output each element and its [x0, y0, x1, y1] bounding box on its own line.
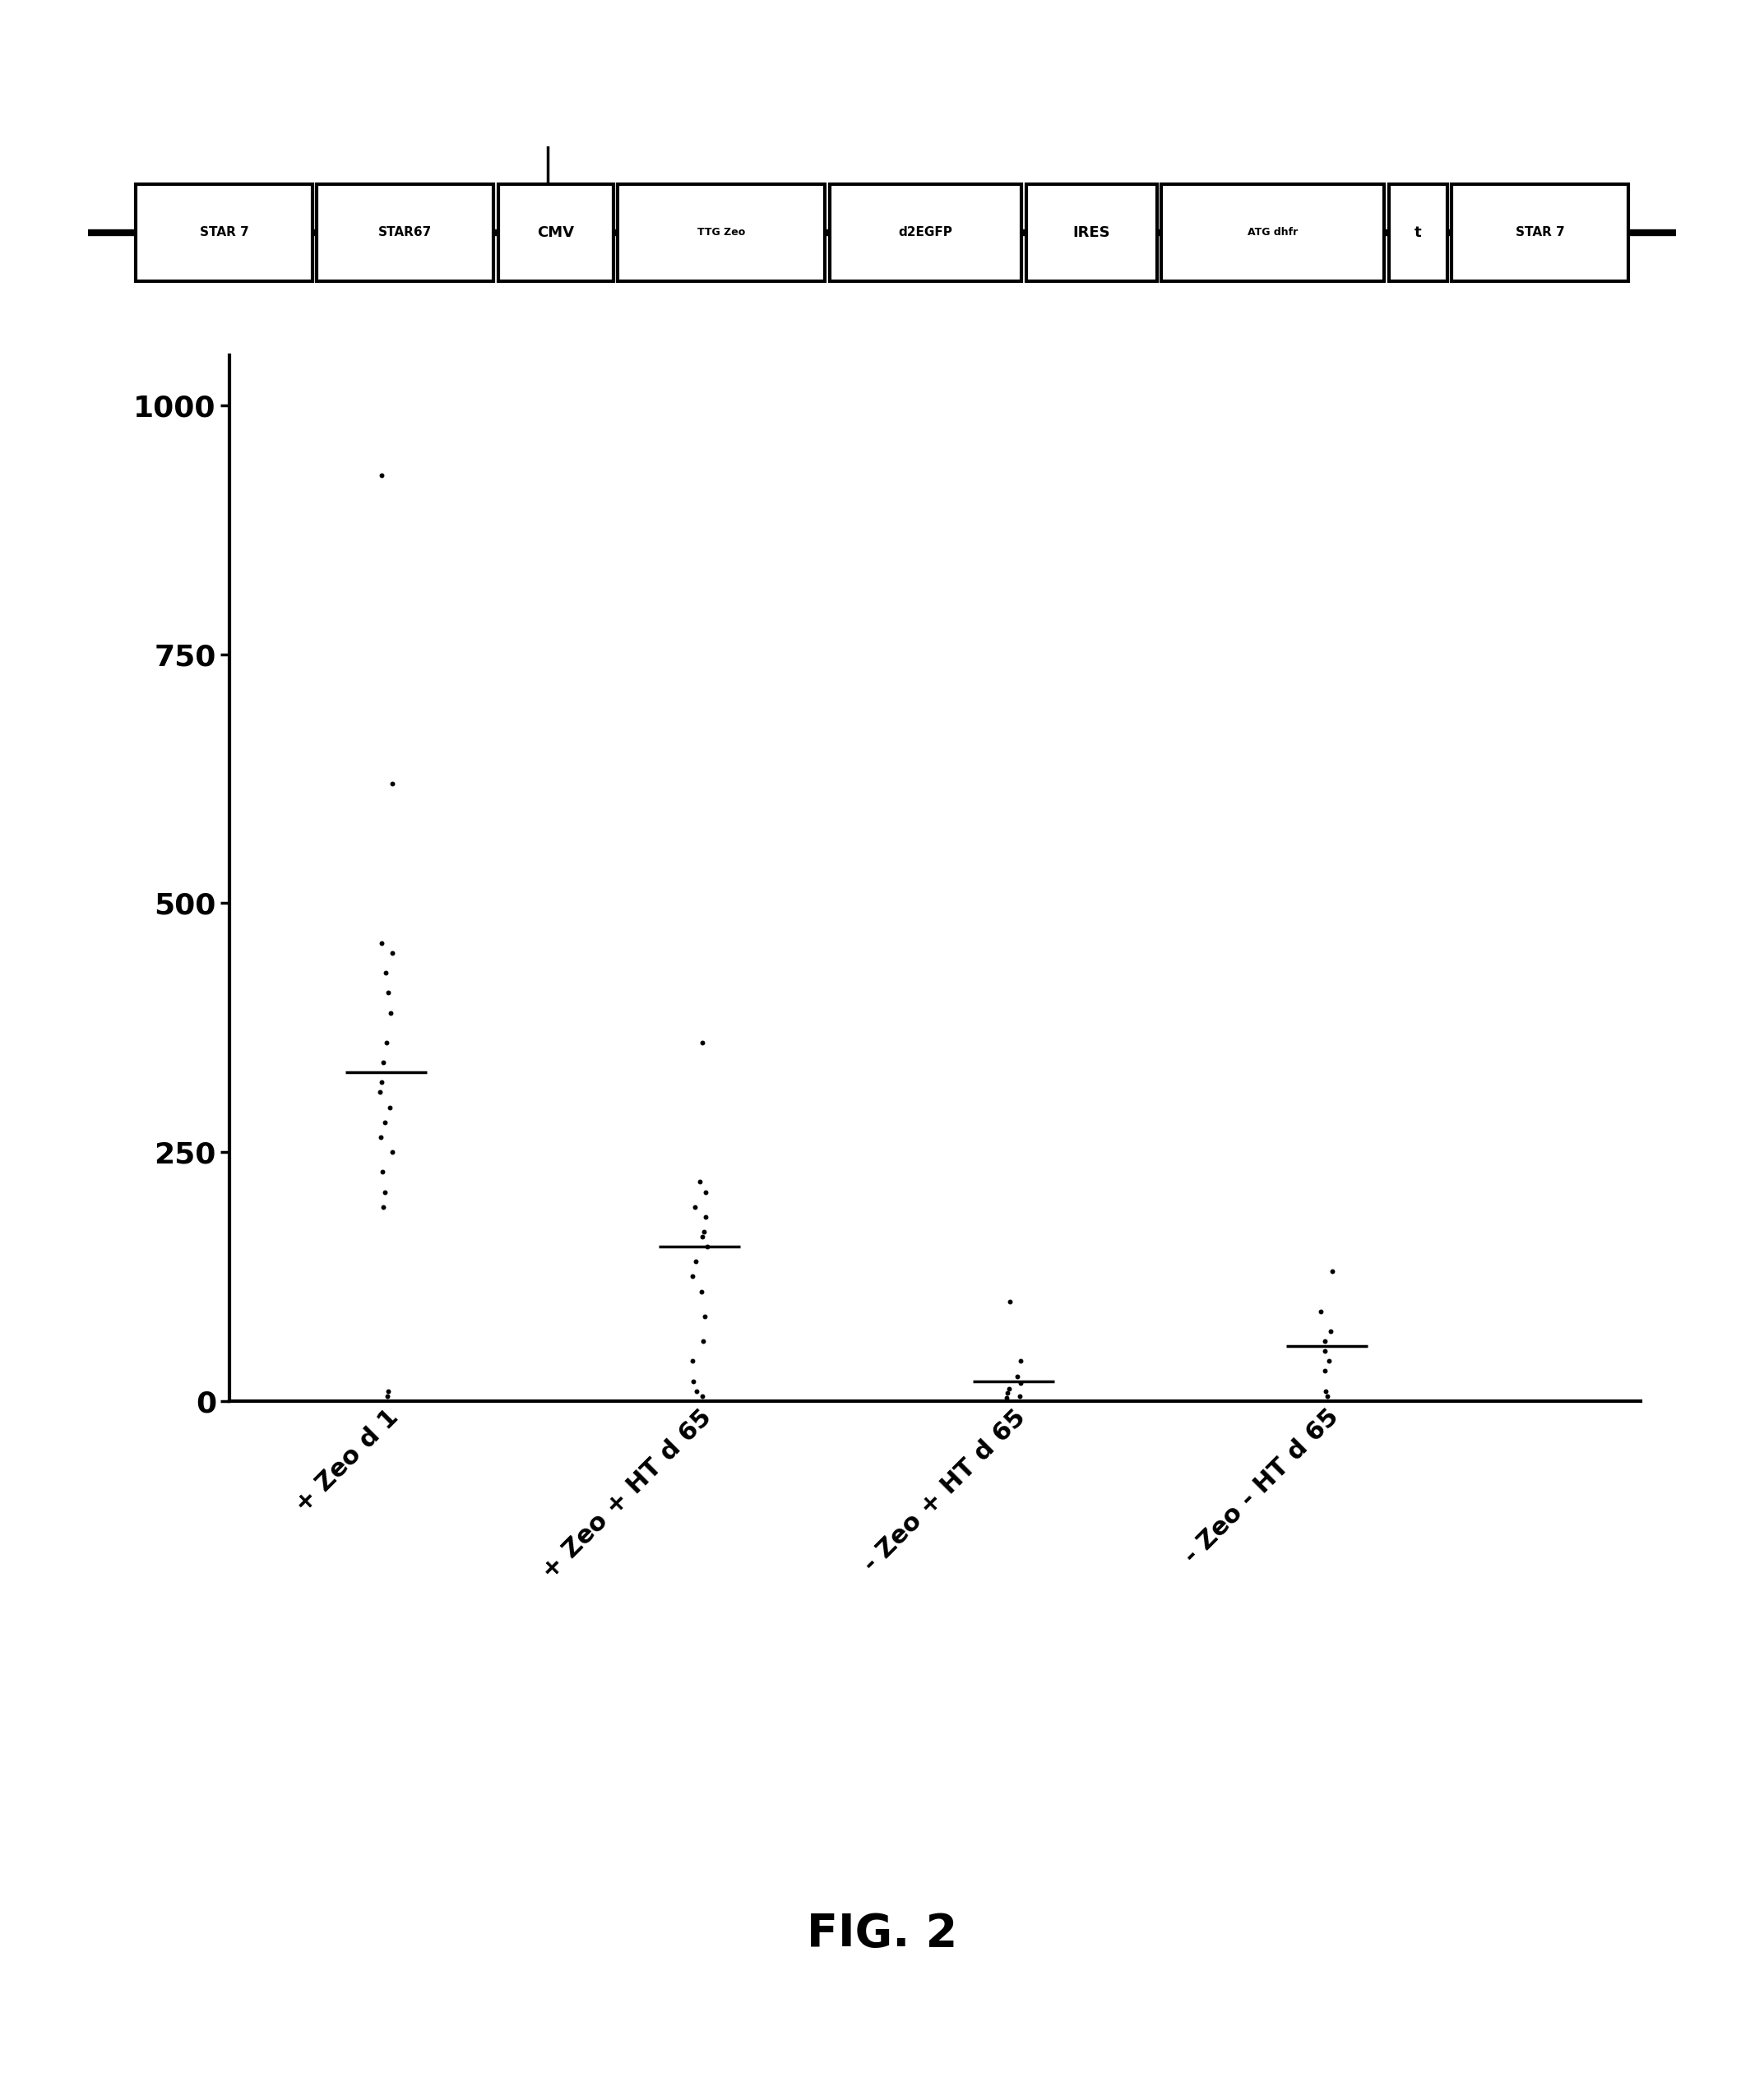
- Text: IRES: IRES: [1073, 226, 1110, 240]
- Bar: [829, 184, 1021, 282]
- Bar: [136, 184, 312, 282]
- Bar: [318, 184, 494, 282]
- Point: [1316, 1315, 1344, 1349]
- Point: [374, 976, 402, 1010]
- Point: [370, 1175, 399, 1209]
- Point: [677, 1259, 706, 1292]
- Point: [993, 1376, 1021, 1409]
- Point: [376, 1092, 404, 1125]
- Point: [1005, 1380, 1034, 1414]
- Point: [379, 937, 407, 970]
- Text: FIG. 2: FIG. 2: [806, 1911, 958, 1957]
- Point: [688, 1276, 716, 1309]
- Bar: [1388, 184, 1446, 282]
- Text: TTG Zeo: TTG Zeo: [697, 228, 746, 238]
- Point: [993, 1382, 1021, 1416]
- Bar: [1161, 184, 1385, 282]
- Point: [679, 1363, 707, 1397]
- Point: [1007, 1365, 1035, 1399]
- Point: [1318, 1255, 1346, 1288]
- Point: [372, 956, 400, 989]
- Point: [377, 1135, 406, 1169]
- Point: [688, 1027, 716, 1060]
- Point: [681, 1190, 709, 1223]
- Point: [369, 1190, 397, 1223]
- Point: [367, 1121, 395, 1154]
- Point: [376, 995, 404, 1029]
- Point: [1004, 1359, 1032, 1393]
- Text: CMV: CMV: [538, 226, 575, 240]
- Point: [688, 1219, 716, 1253]
- Point: [1311, 1355, 1339, 1388]
- Point: [683, 1374, 711, 1407]
- Point: [1314, 1345, 1342, 1378]
- Text: STAR67: STAR67: [379, 226, 432, 238]
- Point: [374, 1374, 402, 1407]
- Point: [691, 1175, 720, 1209]
- Point: [690, 1215, 718, 1248]
- Text: STAR 7: STAR 7: [199, 226, 249, 238]
- Point: [365, 1075, 393, 1108]
- Point: [683, 1244, 711, 1278]
- Point: [367, 1066, 395, 1100]
- Point: [377, 767, 406, 801]
- Point: [1007, 1345, 1035, 1378]
- Bar: [617, 184, 826, 282]
- Point: [691, 1301, 720, 1334]
- Text: t: t: [1415, 226, 1422, 240]
- Point: [688, 1380, 716, 1414]
- Point: [369, 1046, 397, 1079]
- Text: ATG dhfr: ATG dhfr: [1247, 228, 1298, 238]
- Bar: [1452, 184, 1628, 282]
- Point: [690, 1324, 718, 1357]
- Text: STAR 7: STAR 7: [1515, 226, 1565, 238]
- Text: d2EGFP: d2EGFP: [898, 226, 953, 238]
- Point: [693, 1230, 721, 1263]
- Point: [995, 1372, 1023, 1405]
- Point: [370, 1106, 399, 1140]
- Bar: [1027, 184, 1157, 282]
- Point: [997, 1284, 1025, 1317]
- Bar: [497, 184, 614, 282]
- Point: [374, 1380, 402, 1414]
- Point: [1307, 1294, 1335, 1328]
- Point: [367, 926, 395, 960]
- Point: [686, 1165, 714, 1198]
- Point: [367, 458, 395, 491]
- Point: [1311, 1334, 1339, 1368]
- Point: [677, 1345, 706, 1378]
- Point: [369, 1154, 397, 1188]
- Point: [1312, 1380, 1341, 1414]
- Point: [372, 1027, 400, 1060]
- Point: [691, 1200, 720, 1234]
- Point: [1311, 1374, 1339, 1407]
- Point: [1311, 1324, 1339, 1357]
